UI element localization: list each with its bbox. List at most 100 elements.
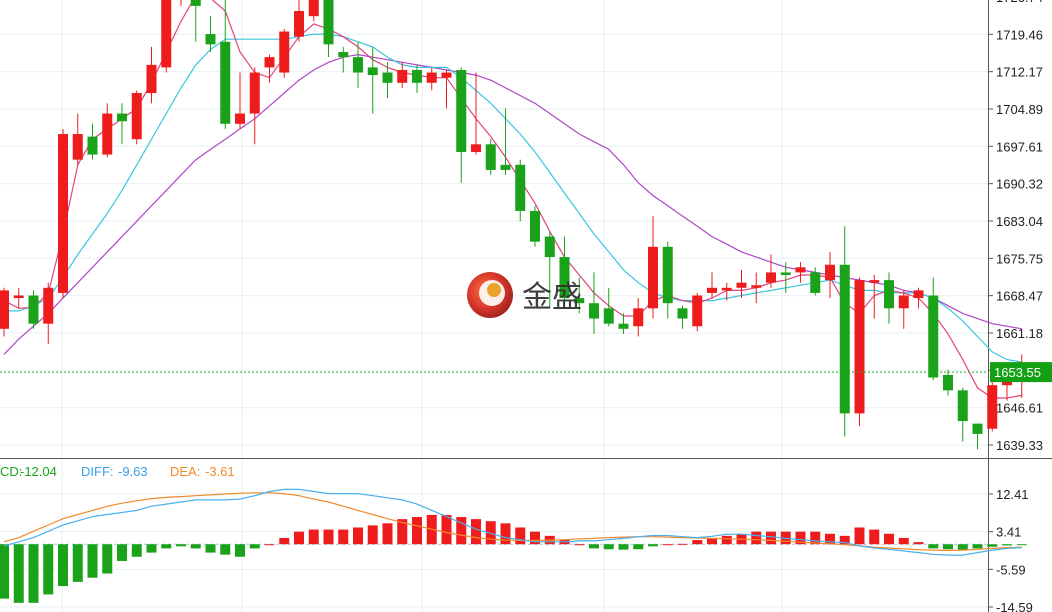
candle-body: [987, 385, 998, 429]
candle-body: [662, 246, 673, 304]
macd-bar: [766, 531, 776, 545]
candle-body: [589, 303, 599, 319]
macd-legend-value: -12.04: [20, 464, 57, 479]
candle-body: [869, 280, 880, 283]
price-tick-label: 1719.46: [996, 27, 1043, 42]
macd-bar: [294, 531, 304, 545]
macd-bar: [220, 544, 231, 555]
current-price-badge: [990, 362, 1052, 383]
candle-body: [279, 31, 290, 73]
macd-bar: [323, 529, 334, 545]
price-tick-label: 1668.47: [996, 289, 1043, 304]
macd-bar: [0, 544, 9, 599]
macd-bar: [161, 544, 172, 549]
dea-legend-label: DEA:: [170, 464, 200, 479]
macd-bar: [87, 544, 98, 578]
macd-bar: [825, 533, 835, 545]
candle-body: [146, 64, 157, 94]
candle-body: [884, 280, 894, 309]
macd-bar: [58, 544, 68, 587]
macd-bar: [456, 517, 467, 545]
candle-body: [574, 298, 585, 304]
macd-bar: [707, 537, 717, 545]
candle-body: [102, 113, 113, 155]
macd-bar: [353, 527, 363, 545]
candle-body: [382, 72, 393, 83]
macd-legend-label: CD:: [0, 464, 22, 479]
diff-legend-label: DIFF:: [81, 464, 114, 479]
macd-bar: [441, 514, 452, 545]
candle-body: [677, 308, 688, 319]
macd-bar: [13, 544, 24, 603]
candle-body: [913, 290, 924, 299]
macd-tick-label: -14.59: [996, 600, 1033, 612]
macd-bar: [205, 544, 216, 553]
candle-body: [220, 41, 231, 124]
candle-body: [485, 144, 496, 170]
macd-bar: [692, 540, 703, 545]
macd-bar: [279, 537, 290, 545]
price-tick-label: 1683.04: [996, 214, 1043, 229]
macd-bar: [249, 544, 260, 549]
macd-bar: [972, 544, 983, 549]
candle-body: [780, 272, 791, 275]
macd-histogram: [0, 514, 1027, 603]
candle-body: [28, 295, 39, 324]
price-tick-label: 1661.18: [996, 326, 1043, 341]
macd-bar: [751, 531, 762, 545]
candle-body: [338, 52, 349, 58]
candle-body: [441, 72, 452, 78]
candle-body: [943, 374, 953, 391]
candle-body: [898, 295, 909, 309]
candle-body: [648, 246, 658, 309]
macd-bar: [28, 544, 39, 603]
dea-legend-value: -3.61: [205, 464, 235, 479]
watermark-text: 金盛: [522, 280, 582, 315]
price-tick-label: 1704.89: [996, 102, 1043, 117]
price-tick-label: 1712.17: [996, 65, 1043, 80]
macd-bar: [574, 544, 585, 546]
candle-body: [500, 164, 511, 170]
macd-bar: [957, 544, 968, 550]
macd-bar: [500, 523, 511, 545]
candle-body: [972, 423, 983, 434]
candle-body: [810, 272, 821, 293]
ma-mid-line: [4, 33, 1022, 363]
candle-body: [854, 280, 865, 414]
macd-bar: [412, 517, 422, 545]
macd-bar: [795, 531, 806, 545]
macd-bar: [943, 544, 953, 550]
macd-legend: CD: -12.04 DIFF: -9.63 DEA: -3.61: [0, 464, 235, 479]
candle-body: [323, 0, 334, 45]
current-price-label: 1653.55: [994, 365, 1041, 380]
candle-body: [131, 93, 142, 140]
macd-bar: [397, 519, 408, 545]
candle-body: [0, 290, 9, 329]
macd-axis: 12.41 3.41 -5.59 -14.59: [988, 487, 1033, 612]
candle-body: [544, 236, 555, 258]
candle-body: [117, 113, 127, 122]
candle-body: [559, 257, 570, 299]
macd-bar: [884, 533, 894, 545]
candle-body: [308, 0, 319, 17]
candle-body: [603, 308, 614, 324]
macd-bar: [264, 544, 275, 546]
candle-body: [353, 57, 363, 73]
macd-bar: [102, 544, 113, 574]
macd-bar: [1002, 544, 1012, 546]
ma-long-line: [3, 53, 1022, 355]
candle-body: [633, 308, 644, 327]
price-tick-label: 1726.74: [996, 0, 1043, 5]
diff-legend-value: -9.63: [118, 464, 148, 479]
price-tick-label: 1646.61: [996, 401, 1043, 416]
candle-body: [825, 264, 835, 281]
macd-bar: [854, 527, 865, 545]
candle-body: [736, 282, 747, 288]
macd-bar: [367, 525, 378, 545]
candle-body: [367, 67, 378, 76]
watermark: 金盛: [467, 272, 582, 318]
macd-bar: [117, 544, 127, 561]
dea-line: [3, 492, 1022, 552]
